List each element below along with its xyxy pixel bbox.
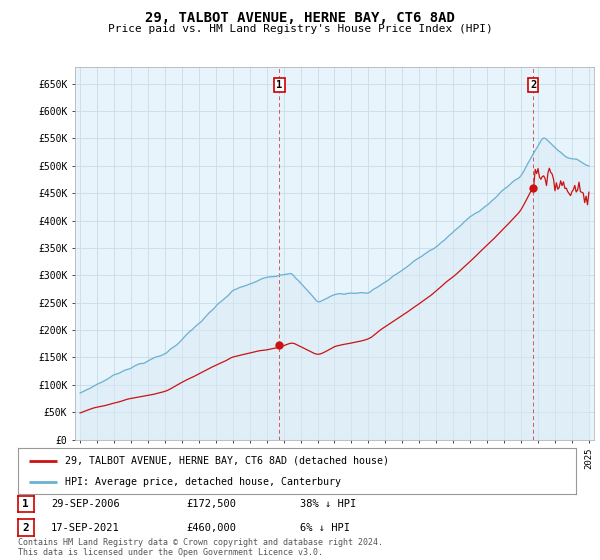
- Text: 17-SEP-2021: 17-SEP-2021: [51, 522, 120, 533]
- Text: Contains HM Land Registry data © Crown copyright and database right 2024.
This d: Contains HM Land Registry data © Crown c…: [18, 538, 383, 557]
- Text: 29-SEP-2006: 29-SEP-2006: [51, 499, 120, 509]
- Text: 2: 2: [530, 80, 536, 90]
- Text: Price paid vs. HM Land Registry's House Price Index (HPI): Price paid vs. HM Land Registry's House …: [107, 24, 493, 34]
- Text: 6% ↓ HPI: 6% ↓ HPI: [300, 522, 350, 533]
- Text: 1: 1: [276, 80, 283, 90]
- Text: £172,500: £172,500: [186, 499, 236, 509]
- Text: 38% ↓ HPI: 38% ↓ HPI: [300, 499, 356, 509]
- Text: 1: 1: [22, 499, 29, 509]
- Text: £460,000: £460,000: [186, 522, 236, 533]
- Text: HPI: Average price, detached house, Canterbury: HPI: Average price, detached house, Cant…: [65, 478, 341, 487]
- Text: 2: 2: [22, 522, 29, 533]
- Text: 29, TALBOT AVENUE, HERNE BAY, CT6 8AD (detached house): 29, TALBOT AVENUE, HERNE BAY, CT6 8AD (d…: [65, 456, 389, 466]
- Text: 29, TALBOT AVENUE, HERNE BAY, CT6 8AD: 29, TALBOT AVENUE, HERNE BAY, CT6 8AD: [145, 11, 455, 25]
